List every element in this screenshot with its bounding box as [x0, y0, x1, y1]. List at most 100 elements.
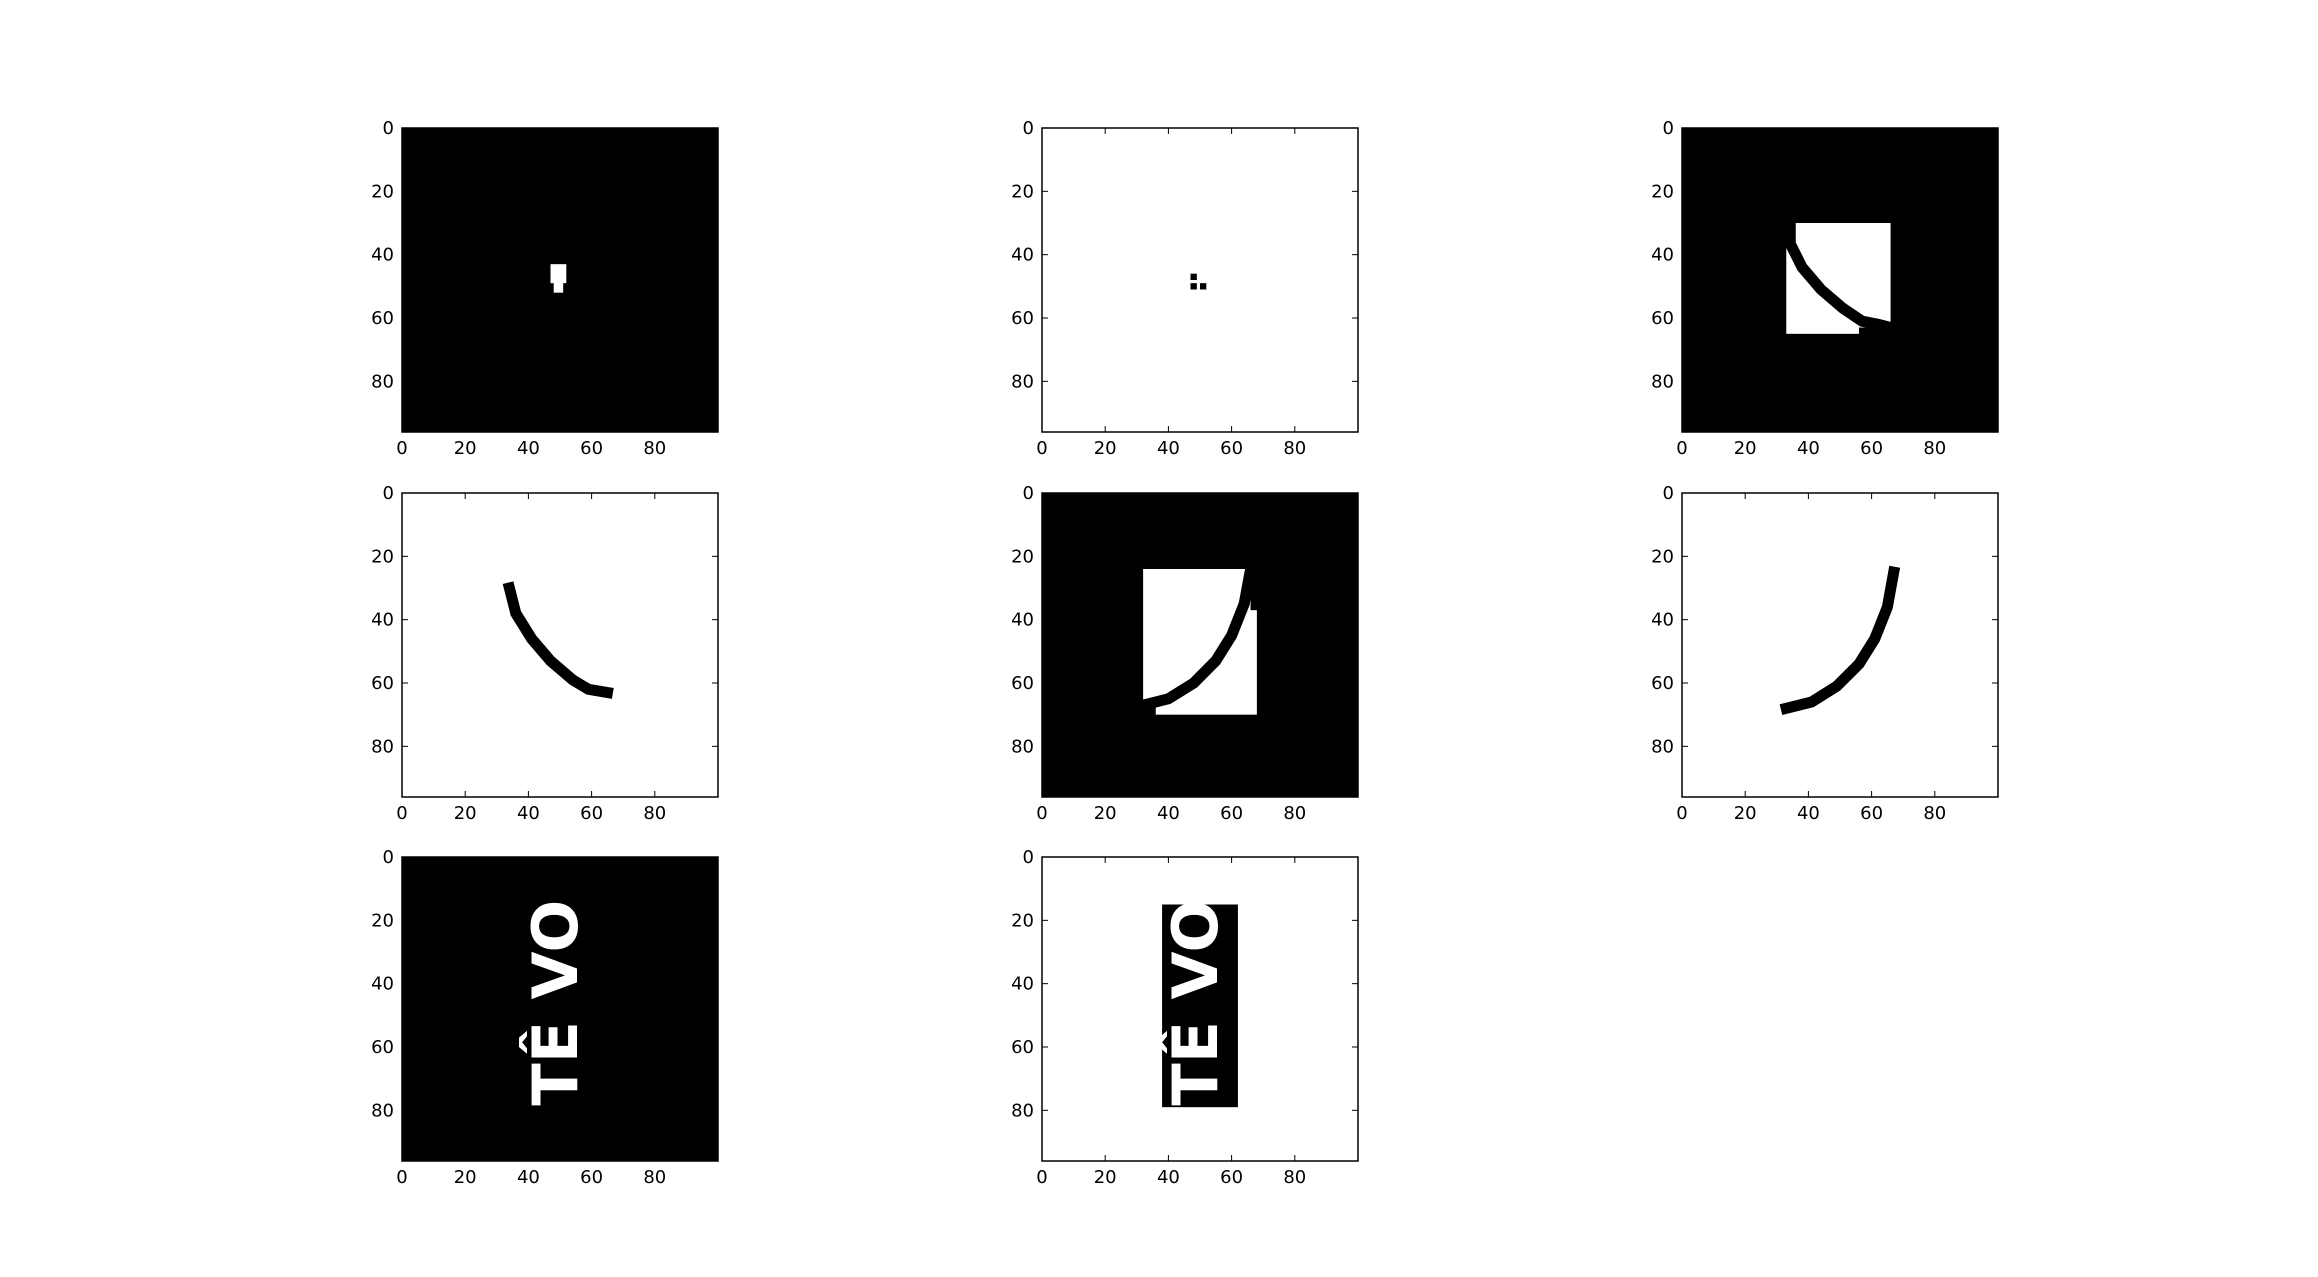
y-tick-label: 40 [371, 245, 394, 266]
x-tick-label: 60 [580, 1167, 603, 1188]
y-tick-label: 0 [1023, 847, 1034, 868]
x-tick-label: 20 [454, 803, 477, 824]
x-tick-label: 40 [517, 1167, 540, 1188]
y-tick-label: 40 [1011, 974, 1034, 995]
x-tick-label: 0 [396, 803, 407, 824]
x-tick-label: 80 [1923, 803, 1946, 824]
y-tick-label: 0 [383, 483, 394, 504]
y-tick-label: 20 [1651, 546, 1674, 567]
image-block [1190, 273, 1197, 280]
x-tick-label: 40 [1157, 438, 1180, 459]
y-tick-label: 20 [1011, 546, 1034, 567]
y-tick-label: 20 [1651, 181, 1674, 202]
x-tick-label: 80 [1283, 1167, 1306, 1188]
image-block [1162, 904, 1238, 1108]
y-tick-label: 60 [1011, 673, 1034, 694]
y-tick-label: 40 [371, 610, 394, 631]
y-tick-label: 20 [1011, 910, 1034, 931]
x-tick-label: 0 [396, 1167, 407, 1188]
y-tick-label: 40 [1011, 610, 1034, 631]
x-tick-label: 80 [1283, 438, 1306, 459]
image-block [553, 280, 564, 293]
x-tick-label: 0 [1676, 803, 1687, 824]
y-tick-label: 0 [383, 118, 394, 139]
y-tick-label: 20 [371, 910, 394, 931]
y-tick-label: 80 [371, 371, 394, 392]
y-tick-label: 0 [383, 847, 394, 868]
subplot-2 [1042, 128, 1358, 432]
x-tick-label: 40 [517, 438, 540, 459]
y-tick-label: 80 [1011, 1100, 1034, 1121]
x-tick-label: 40 [1797, 803, 1820, 824]
x-tick-label: 20 [454, 438, 477, 459]
y-tick-label: 0 [1663, 118, 1674, 139]
x-tick-label: 60 [1220, 803, 1243, 824]
y-tick-label: 20 [371, 181, 394, 202]
subplot-6 [1682, 493, 1998, 797]
y-tick-label: 40 [1011, 245, 1034, 266]
y-tick-label: 60 [1651, 673, 1674, 694]
image-background [1682, 493, 1998, 797]
subplot-1 [402, 128, 718, 432]
subplot-7: TÊ VO [402, 857, 718, 1161]
x-tick-label: 40 [1157, 803, 1180, 824]
x-tick-label: 20 [1094, 1167, 1117, 1188]
x-tick-label: 40 [517, 803, 540, 824]
subplot-3 [1682, 128, 1998, 432]
axes-frame [1041, 856, 1359, 1162]
y-tick-label: 40 [1651, 245, 1674, 266]
x-tick-label: 60 [580, 438, 603, 459]
y-tick-label: 60 [371, 673, 394, 694]
rotated-image-text: TÊ VO [1159, 900, 1232, 1106]
y-tick-label: 60 [371, 1037, 394, 1058]
axes-frame [401, 856, 719, 1162]
y-tick-label: 60 [1651, 308, 1674, 329]
axes-frame [401, 127, 719, 433]
y-tick-label: 80 [1651, 736, 1674, 757]
subplot-8: TÊ VO [1042, 857, 1358, 1161]
x-tick-label: 80 [643, 803, 666, 824]
x-tick-label: 0 [396, 438, 407, 459]
y-tick-label: 0 [1663, 483, 1674, 504]
image-block [1190, 283, 1197, 290]
x-tick-label: 0 [1676, 438, 1687, 459]
axes-frame [1681, 492, 1999, 798]
image-block [550, 264, 567, 284]
y-tick-label: 80 [371, 736, 394, 757]
y-tick-label: 40 [371, 974, 394, 995]
x-tick-label: 0 [1036, 803, 1047, 824]
y-tick-label: 80 [1011, 736, 1034, 757]
y-tick-label: 60 [1011, 308, 1034, 329]
y-tick-label: 20 [1011, 181, 1034, 202]
axes-frame [1681, 127, 1999, 433]
axes-frame [1041, 127, 1359, 433]
arc-stroke [502, 581, 614, 699]
y-tick-label: 60 [1011, 1037, 1034, 1058]
y-tick-label: 80 [1651, 371, 1674, 392]
y-tick-label: 0 [1023, 483, 1034, 504]
x-tick-label: 60 [1220, 1167, 1243, 1188]
x-tick-label: 60 [1220, 438, 1243, 459]
subplot-4 [402, 493, 718, 797]
x-tick-label: 0 [1036, 1167, 1047, 1188]
x-tick-label: 80 [1283, 803, 1306, 824]
axes-frame [1041, 492, 1359, 798]
image-background [402, 857, 718, 1161]
x-tick-label: 60 [1860, 803, 1883, 824]
rotated-image-text: TÊ VO [519, 900, 592, 1106]
x-tick-label: 20 [1094, 803, 1117, 824]
y-tick-label: 60 [371, 308, 394, 329]
x-tick-label: 20 [1734, 438, 1757, 459]
image-background [402, 493, 718, 797]
x-tick-label: 20 [1734, 803, 1757, 824]
image-block [1200, 283, 1207, 290]
y-tick-label: 0 [1023, 118, 1034, 139]
arc-stroke [1782, 234, 1898, 335]
y-tick-label: 80 [371, 1100, 394, 1121]
x-tick-label: 60 [580, 803, 603, 824]
arc-stroke [1136, 562, 1258, 712]
x-tick-label: 40 [1797, 438, 1820, 459]
x-tick-label: 80 [1923, 438, 1946, 459]
y-tick-label: 20 [371, 546, 394, 567]
